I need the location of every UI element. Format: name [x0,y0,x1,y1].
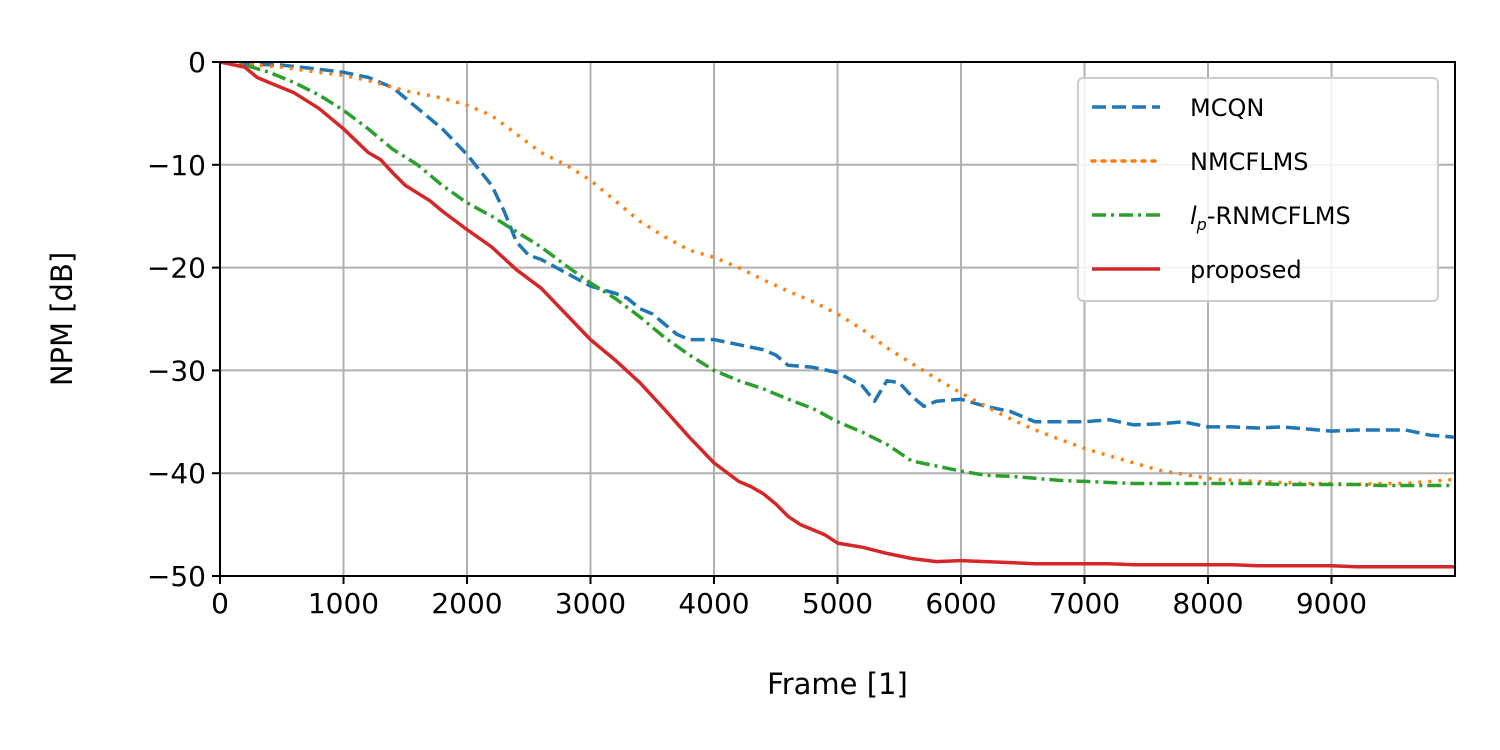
y-axis-label: NPM [dB] [45,252,79,386]
y-tick-label: −30 [147,354,206,387]
x-tick-label: 1000 [308,587,379,620]
series-line-proposed [220,62,1455,569]
x-tick-label: 4000 [678,587,749,620]
legend-box [1077,77,1439,302]
x-tick-label: 3000 [555,587,626,620]
y-tick-label: −20 [147,252,206,285]
x-tick-label: 6000 [925,587,996,620]
legend-label: lp-RNMCFLMS [1190,202,1351,234]
x-tick-label: 0 [211,587,229,620]
legend-label: proposed [1190,256,1302,284]
x-tick-label: 9000 [1296,587,1367,620]
y-tick-label: −50 [147,560,206,593]
series-layer [220,62,1455,569]
series-line-nmcflms [220,62,1455,487]
y-tick-label: −40 [147,457,206,490]
x-tick-label: 7000 [1049,587,1120,620]
y-tick-label: 0 [188,46,206,79]
legend-label: NMCFLMS [1190,148,1309,176]
x-tick-label: 5000 [802,587,873,620]
x-tick-label: 2000 [431,587,502,620]
axis-ticks: 0 1000 2000 3000 4000 5000 6000 7000 8000 9000 0 −1… [147,46,1367,620]
legend: MCQN NMCFLMS lp-RNMCFLMS proposed [1077,77,1439,302]
y-tick-label: −10 [147,149,206,182]
series-line-lp-rnmcflms [220,62,1455,488]
series-line-mcqn [220,62,1455,439]
legend-label: MCQN [1190,94,1264,122]
x-axis-label: Frame [1] [767,667,908,701]
x-tick-label: 8000 [1172,587,1243,620]
